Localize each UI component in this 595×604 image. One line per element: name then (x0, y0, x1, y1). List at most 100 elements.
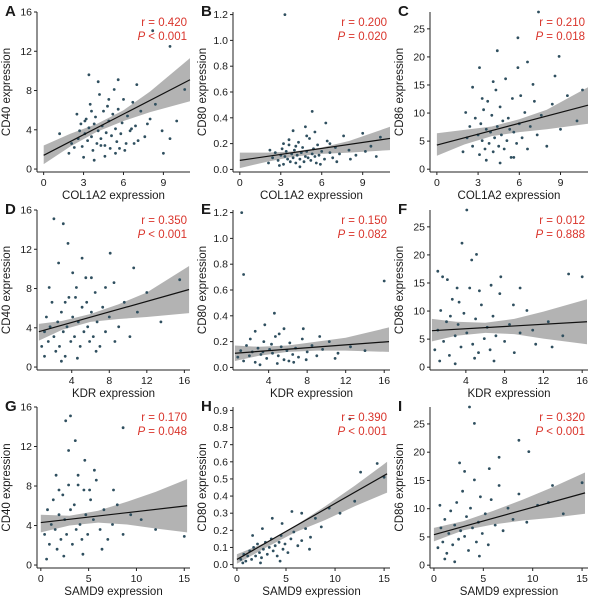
y-axis-label: CD80 expression (197, 48, 209, 136)
data-point (494, 334, 498, 338)
data-point (511, 97, 514, 100)
data-point (128, 335, 132, 338)
x-axis-label: SAMD9 expression (64, 586, 162, 598)
x-tick-label: 4 (69, 375, 75, 387)
data-point (453, 560, 457, 564)
data-point (494, 88, 498, 92)
data-point (284, 150, 288, 153)
data-point (84, 513, 88, 517)
y-tick-label: 1.0 (213, 233, 228, 245)
data-point (467, 549, 470, 552)
data-point (82, 330, 86, 334)
data-point (148, 117, 152, 121)
data-point (271, 351, 274, 355)
data-point (310, 344, 314, 347)
data-point (107, 315, 111, 319)
data-point (43, 354, 46, 358)
data-point (453, 362, 457, 366)
data-point (291, 156, 295, 160)
correlation-r: r = 0.170 (141, 412, 187, 424)
data-point (168, 137, 172, 141)
panel-f: 4 8 12 16 0 5 10 15 20 25 KDR expression CD86 expre… (394, 201, 588, 400)
x-tick-label: 0 (41, 177, 47, 189)
data-point (479, 122, 483, 126)
data-point (449, 314, 452, 318)
data-point (316, 143, 319, 147)
y-axis-label: CD86 expression (394, 443, 406, 531)
data-point (49, 523, 53, 526)
data-point (484, 127, 488, 131)
data-point (553, 74, 557, 78)
data-point (359, 470, 362, 474)
data-point (280, 522, 284, 525)
data-point (276, 354, 280, 358)
data-point (489, 283, 493, 287)
data-point (516, 66, 520, 69)
panel-e: 4 8 12 16 0.0 0.2 0.4 0.6 0.8 1.0 1.2 KDR expressio… (197, 201, 390, 400)
data-point (289, 537, 293, 541)
data-point (123, 149, 127, 152)
data-point (252, 546, 256, 549)
y-tick-label: 0.2 (213, 525, 228, 537)
data-point (525, 309, 529, 312)
data-point (262, 547, 265, 551)
data-point (304, 125, 307, 129)
data-point (143, 135, 147, 139)
data-point (83, 458, 87, 462)
confidence-band (236, 461, 388, 564)
data-point (497, 144, 501, 148)
y-tick-label: 0.6 (213, 456, 228, 468)
data-point (550, 345, 554, 349)
panel-letter: B (201, 3, 212, 20)
data-point (512, 130, 516, 134)
data-point (286, 551, 290, 554)
data-point (95, 142, 99, 145)
data-point (56, 320, 60, 324)
data-point (306, 156, 310, 160)
data-point (523, 111, 527, 114)
data-point (93, 291, 97, 294)
data-point (114, 151, 117, 155)
y-tick-label: 0.8 (213, 259, 228, 271)
data-point (108, 147, 112, 150)
data-point (545, 144, 549, 148)
x-tick-label: 3 (81, 177, 87, 189)
data-point (436, 269, 440, 273)
x-axis-label: COL1A2 expression (62, 190, 165, 202)
y-tick-label: 1.0 (213, 35, 228, 47)
y-tick-label: 25 (413, 418, 425, 430)
data-point (57, 488, 61, 492)
y-tick-label: 25 (413, 23, 425, 35)
data-point (304, 527, 307, 530)
data-point (288, 160, 292, 164)
x-tick-label: 16 (378, 375, 390, 387)
data-point (469, 506, 472, 510)
data-point (348, 417, 352, 421)
x-tick-label: 0 (237, 177, 243, 189)
data-point (457, 300, 461, 304)
data-point (464, 111, 468, 114)
data-point (102, 508, 106, 512)
data-point (88, 488, 91, 492)
y-axis-label: CD40 expression (1, 443, 13, 531)
data-point (295, 153, 299, 157)
y-tick-label: 20 (413, 447, 425, 459)
data-point (382, 279, 386, 283)
data-point (46, 508, 49, 512)
x-axis-label: KDR expression (72, 388, 155, 400)
data-point (301, 327, 305, 331)
data-point (242, 359, 246, 363)
y-tick-label: 0.8 (213, 61, 228, 73)
data-point (333, 357, 337, 360)
data-point (178, 278, 182, 282)
data-point (124, 142, 128, 145)
x-tick-label: 12 (340, 375, 352, 387)
data-point (90, 310, 93, 314)
data-point (94, 115, 97, 119)
x-tick-label: 4 (463, 375, 469, 387)
data-point (132, 142, 136, 145)
data-point (83, 119, 87, 123)
data-point (471, 342, 475, 346)
data-point (115, 140, 119, 144)
x-tick-label: 0 (431, 573, 437, 585)
